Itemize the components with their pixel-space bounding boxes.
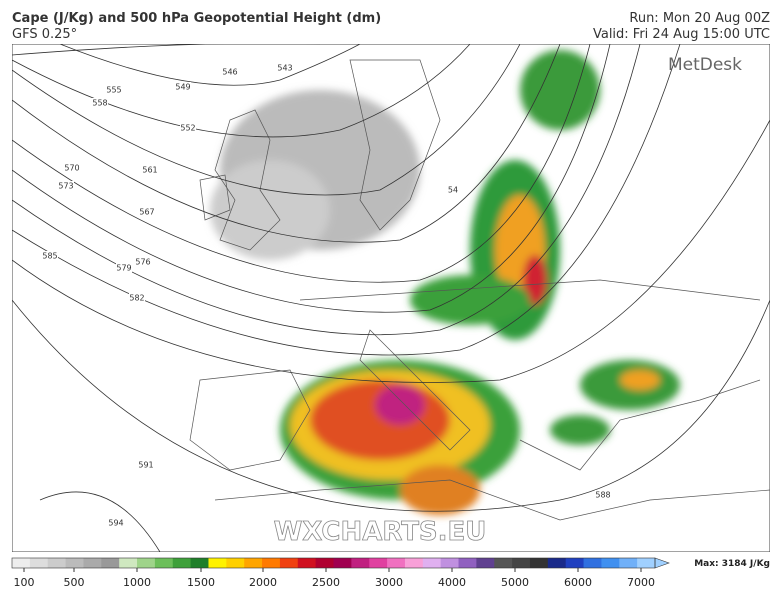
- colorbar-swatch: [297, 558, 317, 568]
- contour-label-bg: [106, 85, 122, 95]
- cape-field: [210, 50, 680, 515]
- max-label: Max: 3184 J/Kg: [694, 559, 770, 569]
- colorbar-tick-label: 3000: [375, 576, 403, 589]
- colorbar-swatch: [29, 558, 49, 568]
- title: Cape (J/Kg) and 500 hPa Geopotential Hei…: [12, 11, 381, 26]
- colorbar-swatch: [494, 558, 513, 568]
- contour-label: 573: [58, 182, 73, 191]
- colorbar-swatch: [476, 558, 495, 568]
- brand: MetDesk: [668, 55, 742, 75]
- contour-label: 552: [180, 124, 195, 133]
- colorbar-swatch: [458, 558, 477, 568]
- colorbar-swatch: [172, 558, 192, 568]
- colorbar-swatch: [404, 558, 424, 568]
- colorbar-swatch: [47, 558, 67, 568]
- colorbar-arrow: [654, 557, 670, 569]
- colorbar-swatch: [119, 558, 138, 568]
- contour-label: 591: [138, 461, 153, 470]
- coastlines: [189, 59, 770, 521]
- colorbar-frame: [11, 557, 656, 569]
- colorbar-swatch: [422, 558, 442, 568]
- contour-label-bg: [139, 207, 155, 217]
- contour-label: 549: [175, 83, 190, 92]
- colorbar-tick-label: 2000: [249, 576, 277, 589]
- colorbar-swatch: [529, 558, 549, 568]
- map: WXCHARTS.EU MetDesk 543 546 549 552 555 558 56…: [12, 44, 770, 552]
- contour-label: 576: [135, 258, 150, 267]
- contour-label: 582: [129, 294, 144, 303]
- colorbar-swatch: [83, 558, 102, 568]
- contour-label-bg: [42, 251, 58, 261]
- colorbar-swatch: [583, 558, 602, 568]
- contour-label: 54: [448, 186, 458, 195]
- colorbar-swatch: [512, 558, 531, 568]
- colorbar: 100 500 1000 1500 2000 2500 3000 4000 5000 6000 70…: [11, 557, 670, 589]
- colorbar-swatch: [315, 558, 334, 568]
- colorbar-tick-label: 5000: [501, 576, 529, 589]
- colorbar-swatch: [637, 558, 656, 568]
- contour-label-bg: [58, 181, 74, 191]
- contour-label-bg: [116, 263, 132, 273]
- contour-label-bg: [175, 82, 191, 92]
- contour-label: 546: [222, 68, 237, 77]
- contour-label-bg: [142, 165, 158, 175]
- colorbar-swatch: [565, 558, 585, 568]
- contour-label-bg: [445, 185, 461, 195]
- contour-label-bg: [180, 123, 196, 133]
- colorbar-tick-label: 2500: [312, 576, 340, 589]
- contour-label: 561: [142, 166, 157, 175]
- contour-label-bg: [64, 163, 80, 173]
- colorbar-swatch: [279, 558, 299, 568]
- colorbar-tick-label: 4000: [438, 576, 466, 589]
- colorbar-tick-label: 500: [64, 576, 85, 589]
- colorbar-swatch: [601, 558, 620, 568]
- colorbar-tick-label: 7000: [627, 576, 655, 589]
- colorbar-swatch: [369, 558, 388, 568]
- colorbar-swatch: [12, 558, 31, 568]
- colorbar-swatch: [262, 558, 281, 568]
- contour-label-bg: [277, 63, 293, 73]
- contour-label-bg: [92, 98, 108, 108]
- colorbar-swatch: [208, 558, 227, 568]
- colorbar-swatch: [226, 558, 245, 568]
- contour-label: 585: [42, 252, 57, 261]
- colorbar-swatch: [440, 558, 460, 568]
- run: Run: Mon 20 Aug 00Z: [629, 11, 770, 26]
- colorbar-swatch: [65, 558, 84, 568]
- watermark: WXCHARTS.EU: [274, 517, 487, 547]
- colorbar-tick-label: 1000: [123, 576, 151, 589]
- colorbar-swatch: [244, 558, 263, 568]
- contour-label: 555: [106, 86, 121, 95]
- colorbar-tick-label: 1500: [187, 576, 215, 589]
- colorbar-swatch: [387, 558, 406, 568]
- contour-label: 594: [108, 519, 123, 528]
- contour-label: 567: [139, 208, 154, 217]
- colorbar-swatch: [547, 558, 567, 568]
- colorbar-tick-label: 100: [14, 576, 35, 589]
- contour-label: 543: [277, 64, 292, 73]
- contour-label: 579: [116, 264, 131, 273]
- contour-label: 558: [92, 99, 107, 108]
- contour-label: 570: [64, 164, 79, 173]
- model: GFS 0.25°: [12, 27, 77, 42]
- contour-label: 588: [595, 491, 610, 500]
- colorbar-swatch: [101, 558, 120, 568]
- contour-label-bg: [222, 67, 238, 77]
- colorbar-swatch: [351, 558, 370, 568]
- colorbar-swatch: [619, 558, 638, 568]
- contour-label-bg: [129, 293, 145, 303]
- colorbar-swatch: [190, 558, 209, 568]
- colorbar-swatch: [137, 558, 156, 568]
- colorbar-tick-label: 6000: [564, 576, 592, 589]
- contour-label-bg: [595, 490, 611, 500]
- contour-label-bg: [138, 460, 154, 470]
- contour-label-bg: [135, 257, 151, 267]
- contour-label-bg: [108, 518, 124, 528]
- colorbar-swatch: [154, 558, 174, 568]
- colorbar-swatch: [333, 558, 352, 568]
- valid: Valid: Fri 24 Aug 15:00 UTC: [593, 27, 770, 42]
